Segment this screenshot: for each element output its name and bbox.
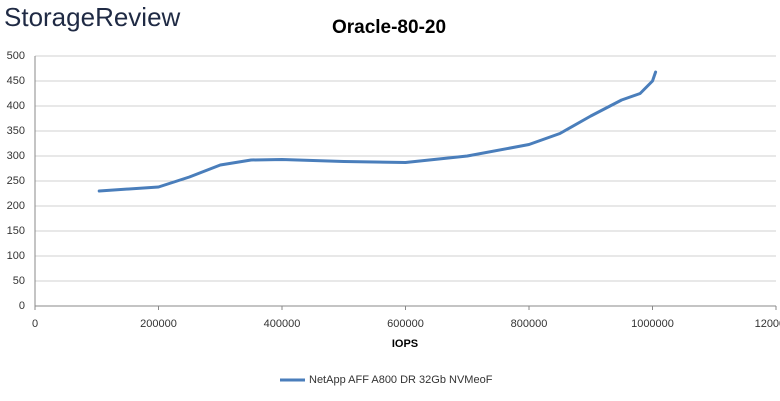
y-tick-label: 50: [13, 275, 25, 287]
y-tick-label: 300: [7, 150, 25, 162]
x-tick-label: 800000: [511, 318, 548, 330]
x-tick-label: 200000: [140, 318, 177, 330]
x-axis-label: IOPS: [392, 338, 418, 350]
y-tick-label: 0: [19, 300, 25, 312]
y-tick-label: 500: [7, 50, 25, 62]
x-tick-label: 400000: [264, 318, 301, 330]
y-tick-label: 200: [7, 200, 25, 212]
y-tick-label: 100: [7, 250, 25, 262]
y-tick-label: 250: [7, 175, 25, 187]
y-tick-label: 350: [7, 125, 25, 137]
x-tick-label: 1200000: [755, 318, 780, 330]
series-line: [97, 70, 658, 193]
y-tick-label: 150: [7, 225, 25, 237]
y-tick-label: 450: [7, 75, 25, 87]
x-tick-label: 1000000: [631, 318, 674, 330]
chart-title: Oracle-80-20: [332, 17, 446, 38]
x-tick-label: 0: [32, 318, 38, 330]
brand-logo: StorageReview: [4, 2, 181, 32]
y-tick-label: 400: [7, 100, 25, 112]
legend-label: NetApp AFF A800 DR 32Gb NVMeoF: [309, 374, 493, 386]
x-tick-label: 600000: [387, 318, 424, 330]
